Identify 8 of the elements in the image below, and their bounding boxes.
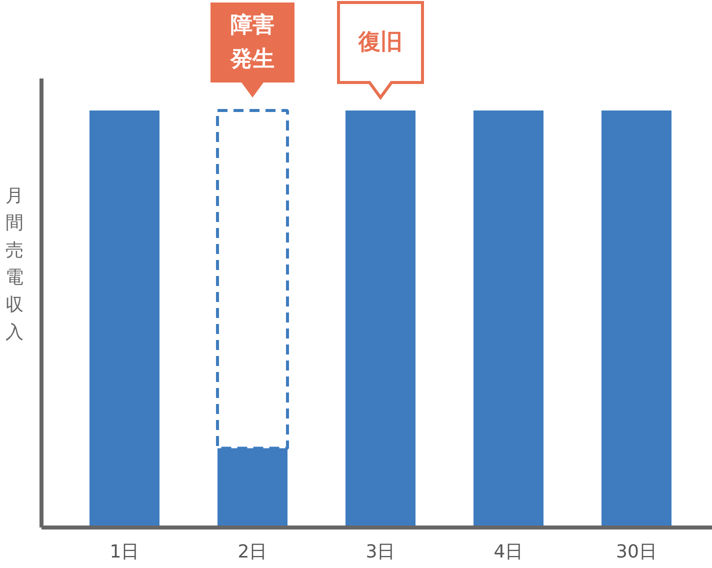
y-axis-title: 月間売電収入 bbox=[6, 185, 24, 343]
x-tick-label: 3日 bbox=[366, 542, 396, 562]
annotation: 復旧 bbox=[358, 30, 402, 55]
x-tick-label: 1日 bbox=[110, 542, 140, 562]
x-tick-label: 30日 bbox=[616, 542, 657, 562]
x-tick-label: 2日 bbox=[238, 542, 268, 562]
x-tick-label: 4日 bbox=[494, 542, 524, 562]
annotation: 障害発生 bbox=[230, 12, 274, 72]
